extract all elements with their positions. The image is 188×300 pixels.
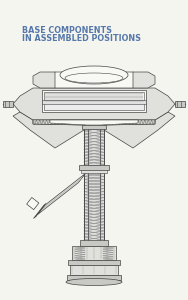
Polygon shape (131, 120, 135, 125)
Polygon shape (114, 120, 118, 125)
Polygon shape (111, 120, 114, 125)
Ellipse shape (60, 66, 128, 84)
Bar (84, 125, 104, 240)
Polygon shape (50, 72, 138, 88)
Polygon shape (80, 120, 84, 125)
Polygon shape (27, 197, 39, 210)
Polygon shape (70, 120, 74, 125)
Polygon shape (33, 203, 46, 218)
Polygon shape (135, 120, 138, 125)
Polygon shape (47, 120, 50, 125)
Ellipse shape (65, 73, 123, 83)
Polygon shape (121, 120, 124, 125)
Polygon shape (50, 120, 53, 125)
Bar (81, 170, 107, 173)
Polygon shape (128, 120, 131, 125)
Polygon shape (13, 88, 175, 120)
Polygon shape (36, 120, 40, 125)
Polygon shape (53, 120, 57, 125)
Bar (44, 92, 144, 100)
Polygon shape (60, 120, 64, 125)
Polygon shape (104, 120, 108, 125)
Polygon shape (97, 120, 101, 125)
Text: IN ASSEMBLED POSITIONS: IN ASSEMBLED POSITIONS (22, 34, 141, 43)
Polygon shape (87, 120, 91, 125)
Bar (42, 90, 146, 112)
Bar (68, 260, 120, 265)
Polygon shape (40, 120, 43, 125)
Polygon shape (152, 120, 155, 125)
Polygon shape (94, 120, 97, 125)
Bar (175, 101, 185, 107)
Bar (67, 275, 121, 280)
Polygon shape (33, 120, 36, 125)
Text: BASE COMPONENTS: BASE COMPONENTS (22, 26, 112, 35)
Polygon shape (133, 72, 155, 88)
Polygon shape (77, 120, 80, 125)
Polygon shape (13, 112, 84, 148)
Polygon shape (84, 120, 87, 125)
Polygon shape (91, 120, 94, 125)
Ellipse shape (66, 278, 122, 286)
Polygon shape (64, 120, 67, 125)
Polygon shape (33, 72, 55, 88)
Bar (80, 240, 108, 246)
Polygon shape (67, 120, 70, 125)
Polygon shape (104, 112, 175, 148)
Polygon shape (50, 120, 138, 125)
Bar (79, 165, 109, 170)
Polygon shape (108, 120, 111, 125)
Bar (3, 101, 13, 107)
Polygon shape (145, 120, 148, 125)
Polygon shape (124, 120, 128, 125)
Bar (44, 100, 144, 110)
Polygon shape (101, 120, 104, 125)
Bar (82, 125, 106, 129)
Polygon shape (33, 120, 155, 125)
Polygon shape (138, 120, 141, 125)
Polygon shape (57, 120, 60, 125)
Bar (72, 246, 116, 260)
Bar (42, 100, 146, 104)
Polygon shape (148, 120, 152, 125)
Polygon shape (37, 173, 86, 215)
Polygon shape (141, 120, 145, 125)
Polygon shape (43, 120, 47, 125)
Polygon shape (74, 120, 77, 125)
Polygon shape (118, 120, 121, 125)
Bar (70, 265, 118, 275)
